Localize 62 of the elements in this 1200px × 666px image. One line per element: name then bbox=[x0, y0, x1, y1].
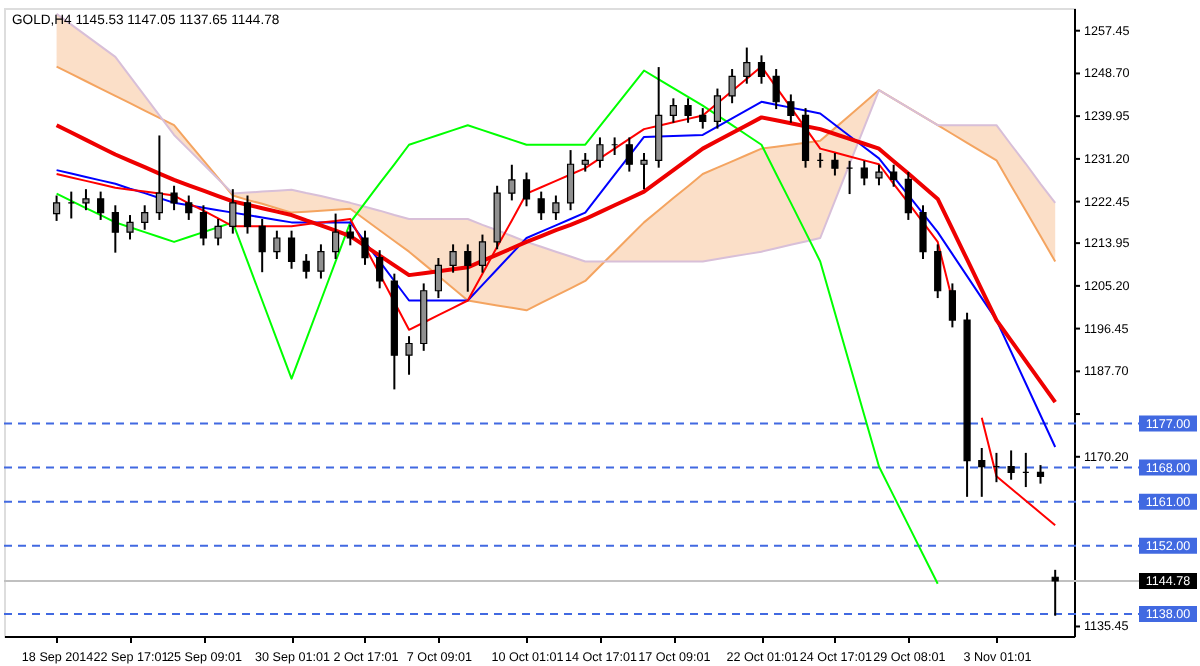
candlestick bbox=[772, 68, 780, 111]
candlestick bbox=[126, 214, 134, 241]
candlestick bbox=[199, 204, 208, 247]
candlestick bbox=[596, 136, 604, 169]
candlestick bbox=[111, 204, 119, 254]
candlestick bbox=[464, 243, 472, 293]
candlestick bbox=[376, 249, 384, 290]
candlestick bbox=[713, 87, 722, 130]
candlestick bbox=[743, 46, 751, 85]
line-series bbox=[55, 65, 1057, 312]
candlestick bbox=[787, 93, 795, 124]
candlestick bbox=[801, 107, 810, 169]
candlestick bbox=[640, 152, 648, 191]
candlestick bbox=[155, 134, 163, 221]
line-series bbox=[54, 115, 1058, 405]
candlestick bbox=[684, 97, 692, 124]
candlestick bbox=[229, 188, 237, 235]
candlestick bbox=[214, 217, 222, 247]
candlestick bbox=[141, 204, 149, 231]
candlestick bbox=[449, 243, 457, 274]
line-series bbox=[55, 69, 939, 585]
candlestick bbox=[522, 171, 531, 208]
candlestick bbox=[97, 190, 105, 221]
candlestick bbox=[890, 163, 898, 188]
candlestick bbox=[1007, 449, 1015, 481]
candlestick bbox=[185, 194, 193, 221]
candlestick bbox=[317, 243, 325, 280]
candlestick bbox=[904, 171, 912, 221]
candlestick bbox=[625, 136, 633, 173]
candlestick bbox=[273, 229, 281, 260]
candlestick bbox=[258, 217, 266, 274]
candlestick bbox=[655, 66, 663, 169]
candlestick bbox=[52, 194, 61, 222]
candlestick bbox=[948, 282, 956, 329]
candlestick bbox=[332, 212, 340, 260]
candlestick bbox=[478, 233, 487, 274]
candlestick bbox=[978, 446, 986, 498]
candlestick bbox=[361, 229, 369, 266]
candlestick bbox=[537, 190, 545, 221]
candlestick bbox=[831, 152, 839, 177]
candlestick bbox=[757, 54, 766, 85]
candlestick bbox=[170, 184, 178, 212]
candlestick bbox=[405, 335, 413, 376]
candlestick bbox=[346, 223, 354, 247]
candlestick bbox=[934, 243, 942, 300]
candlestick bbox=[875, 163, 883, 187]
candlestick bbox=[919, 204, 927, 260]
candlestick bbox=[287, 229, 296, 270]
candlestick bbox=[1036, 464, 1045, 485]
candlestick bbox=[699, 107, 707, 130]
candlestick bbox=[669, 97, 677, 124]
candlestick bbox=[434, 257, 443, 300]
candlestick bbox=[243, 194, 252, 235]
candlestick bbox=[302, 253, 310, 280]
candlestick bbox=[581, 152, 589, 173]
candlestick bbox=[1051, 568, 1059, 617]
candlestick bbox=[566, 149, 575, 212]
candlestick bbox=[508, 163, 516, 202]
candlestick bbox=[728, 68, 736, 105]
candlestick bbox=[82, 188, 90, 212]
candlestick bbox=[552, 194, 560, 221]
candlestick bbox=[860, 159, 868, 187]
